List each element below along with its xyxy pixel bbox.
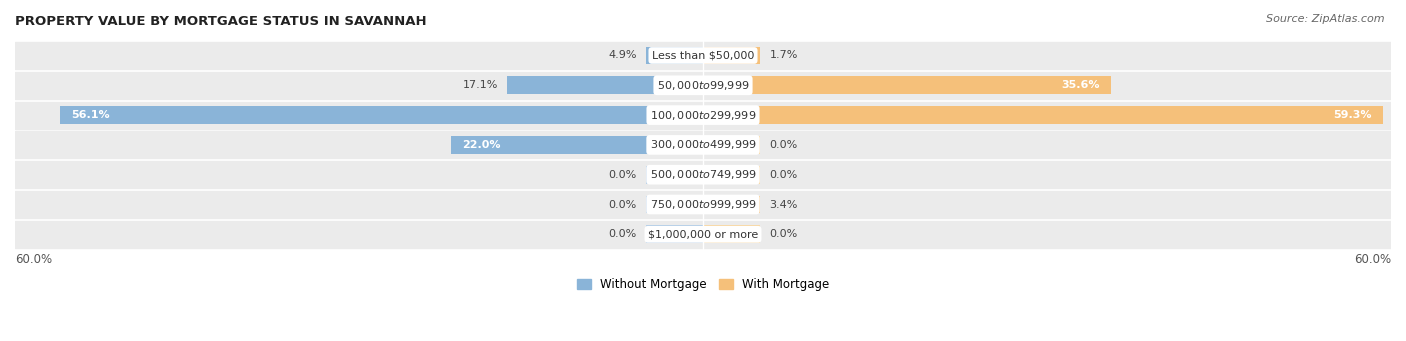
Text: 60.0%: 60.0% [15,253,52,266]
Text: 4.9%: 4.9% [607,50,637,60]
Text: 0.0%: 0.0% [769,170,797,180]
Bar [15,161,1391,188]
Text: 0.0%: 0.0% [769,140,797,150]
Bar [15,191,1391,218]
Text: Source: ZipAtlas.com: Source: ZipAtlas.com [1267,14,1385,24]
Text: $1,000,000 or more: $1,000,000 or more [648,229,758,239]
Bar [645,46,703,64]
Text: 59.3%: 59.3% [1333,110,1371,120]
Bar [15,221,1391,248]
Bar [508,76,703,94]
Text: 0.0%: 0.0% [609,229,637,239]
Text: $50,000 to $99,999: $50,000 to $99,999 [657,79,749,92]
Text: 1.7%: 1.7% [769,50,797,60]
Bar [703,76,1111,94]
Text: 17.1%: 17.1% [463,80,498,90]
Text: 0.0%: 0.0% [609,170,637,180]
Bar [59,106,703,124]
Bar [451,136,703,154]
Legend: Without Mortgage, With Mortgage: Without Mortgage, With Mortgage [572,273,834,296]
Bar [703,225,761,243]
Text: 35.6%: 35.6% [1062,80,1099,90]
Text: Less than $50,000: Less than $50,000 [652,50,754,60]
Bar [703,106,1384,124]
Text: 60.0%: 60.0% [1354,253,1391,266]
Text: $300,000 to $499,999: $300,000 to $499,999 [650,138,756,151]
Bar [15,42,1391,69]
Text: 22.0%: 22.0% [463,140,501,150]
Bar [703,166,761,184]
Text: PROPERTY VALUE BY MORTGAGE STATUS IN SAVANNAH: PROPERTY VALUE BY MORTGAGE STATUS IN SAV… [15,15,426,28]
Bar [15,72,1391,99]
Bar [703,46,761,64]
Bar [703,136,761,154]
Bar [645,195,703,213]
Text: 3.4%: 3.4% [769,199,797,209]
Bar [645,166,703,184]
Bar [703,195,761,213]
Text: $500,000 to $749,999: $500,000 to $749,999 [650,168,756,181]
Bar [15,102,1391,129]
Text: 0.0%: 0.0% [609,199,637,209]
Bar [15,132,1391,158]
Text: 56.1%: 56.1% [72,110,110,120]
Text: $100,000 to $299,999: $100,000 to $299,999 [650,108,756,122]
Text: $750,000 to $999,999: $750,000 to $999,999 [650,198,756,211]
Bar [645,225,703,243]
Text: 0.0%: 0.0% [769,229,797,239]
